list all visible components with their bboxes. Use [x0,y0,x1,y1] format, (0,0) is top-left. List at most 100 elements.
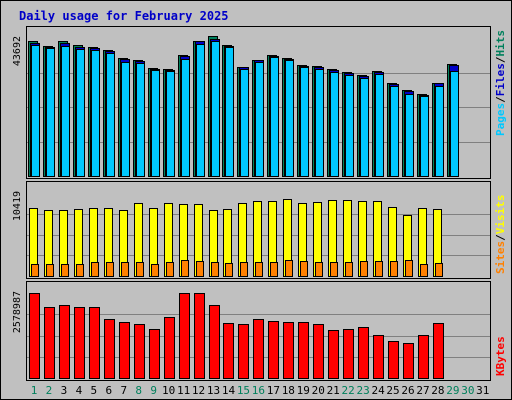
pages-bar [360,78,369,177]
pages-bar [196,44,205,177]
day-label: 29 [446,384,459,397]
pages-bar [31,45,40,177]
pages-bar [390,86,399,177]
legend-entry: / [494,56,507,63]
day-label: 20 [312,384,325,397]
day-label: 16 [252,384,265,397]
day-label: 18 [282,384,295,397]
sites-bar [300,261,308,277]
day-label: 1 [31,384,38,397]
legend-entry: Hits [494,30,507,57]
kbytes-bar [238,324,249,379]
day-label: 15 [237,384,250,397]
sites-bar [46,264,54,277]
pages-bar [151,70,160,177]
series-visits [29,199,442,277]
kbytes-bar [44,307,55,379]
pages-bar [435,86,444,177]
day-label: 5 [91,384,98,397]
day-label: 8 [135,384,142,397]
series-sites [31,260,443,277]
legend-entry: KBytes [494,336,507,376]
pages-bar [136,63,145,177]
kbytes-bar [29,293,40,379]
day-label: 19 [297,384,310,397]
sites-bar [166,262,174,277]
kbytes-bar [283,322,294,379]
kbytes-bar [89,307,100,379]
day-label: 10 [162,384,175,397]
day-label: 12 [192,384,205,397]
pages-bar [181,59,190,177]
sites-bar [390,261,398,277]
day-label: 17 [267,384,280,397]
sites-bar [121,262,129,277]
day-label: 26 [401,384,414,397]
sites-bar [285,260,293,277]
sites-bar [255,262,263,277]
pages-bar [91,50,100,177]
pages-bar [106,53,115,177]
x-axis-day-labels: 1 2 3 4 5 6 7 8 9 10 11 12 13 14 15 16 17 18 19 20 21 22 23 24 2… [31,384,490,397]
pages-bar [76,49,85,177]
panel-middle: 10419 Sites/Visits [12,181,507,279]
kbytes-bar [134,324,145,379]
kbytes-bar [179,293,190,379]
kbytes-bar [373,335,384,379]
max-label: 43692 [12,36,23,66]
kbytes-bar [209,305,220,379]
sites-bar [136,262,144,277]
day-label: 25 [386,384,399,397]
chart-panels: 43692Pages/Files/Hits10419Sites/Visits25… [12,26,507,381]
pages-bar [46,48,55,177]
day-label: 2 [46,384,53,397]
sites-bar [345,262,353,277]
series-kbytes [29,293,444,379]
kbytes-bar [433,323,444,379]
kbytes-bar [328,330,339,379]
panel-legend: Pages/Files/Hits [494,30,507,136]
kbytes-bar [74,307,85,379]
sites-bar [31,264,39,277]
sites-bar [375,261,383,277]
legend-entry: / [494,96,507,103]
pages-bar [330,72,339,177]
legend-entry: / [494,234,507,241]
kbytes-bar [149,329,160,379]
pages-bar [225,47,234,177]
sites-bar [106,262,114,277]
pages-bar [61,46,70,177]
sites-bar [420,264,428,277]
kbytes-bar [59,305,70,379]
day-label: 24 [371,384,385,397]
panel-legend: Sites/Visits [494,195,507,275]
kbytes-bar [223,323,234,379]
kbytes-bar [313,324,324,379]
kbytes-bar [343,329,354,379]
legend-entry: Files [494,63,507,96]
pages-bar [345,75,354,177]
day-label: 4 [76,384,83,397]
kbytes-bar [388,341,399,379]
max-label: 2578987 [12,291,23,333]
sites-bar [360,261,368,277]
panel-bottom: 2578987 KBytes [12,281,507,381]
sites-bar [270,262,278,277]
pages-bar [285,60,294,177]
day-label: 28 [431,384,444,397]
day-label: 30 [461,384,474,397]
legend-entry: Pages [494,103,507,136]
pages-bar [240,69,249,177]
sites-bar [91,262,99,277]
sites-bar [330,262,338,277]
day-label: 31 [476,384,489,397]
max-label: 10419 [12,191,23,221]
sites-bar [151,264,159,277]
pages-bar [211,41,220,177]
sites-bar [405,260,413,277]
day-label: 3 [61,384,68,397]
sites-bar [181,260,189,277]
kbytes-bar [268,321,279,379]
kbytes-bar [104,319,115,379]
pages-bar [300,67,309,177]
